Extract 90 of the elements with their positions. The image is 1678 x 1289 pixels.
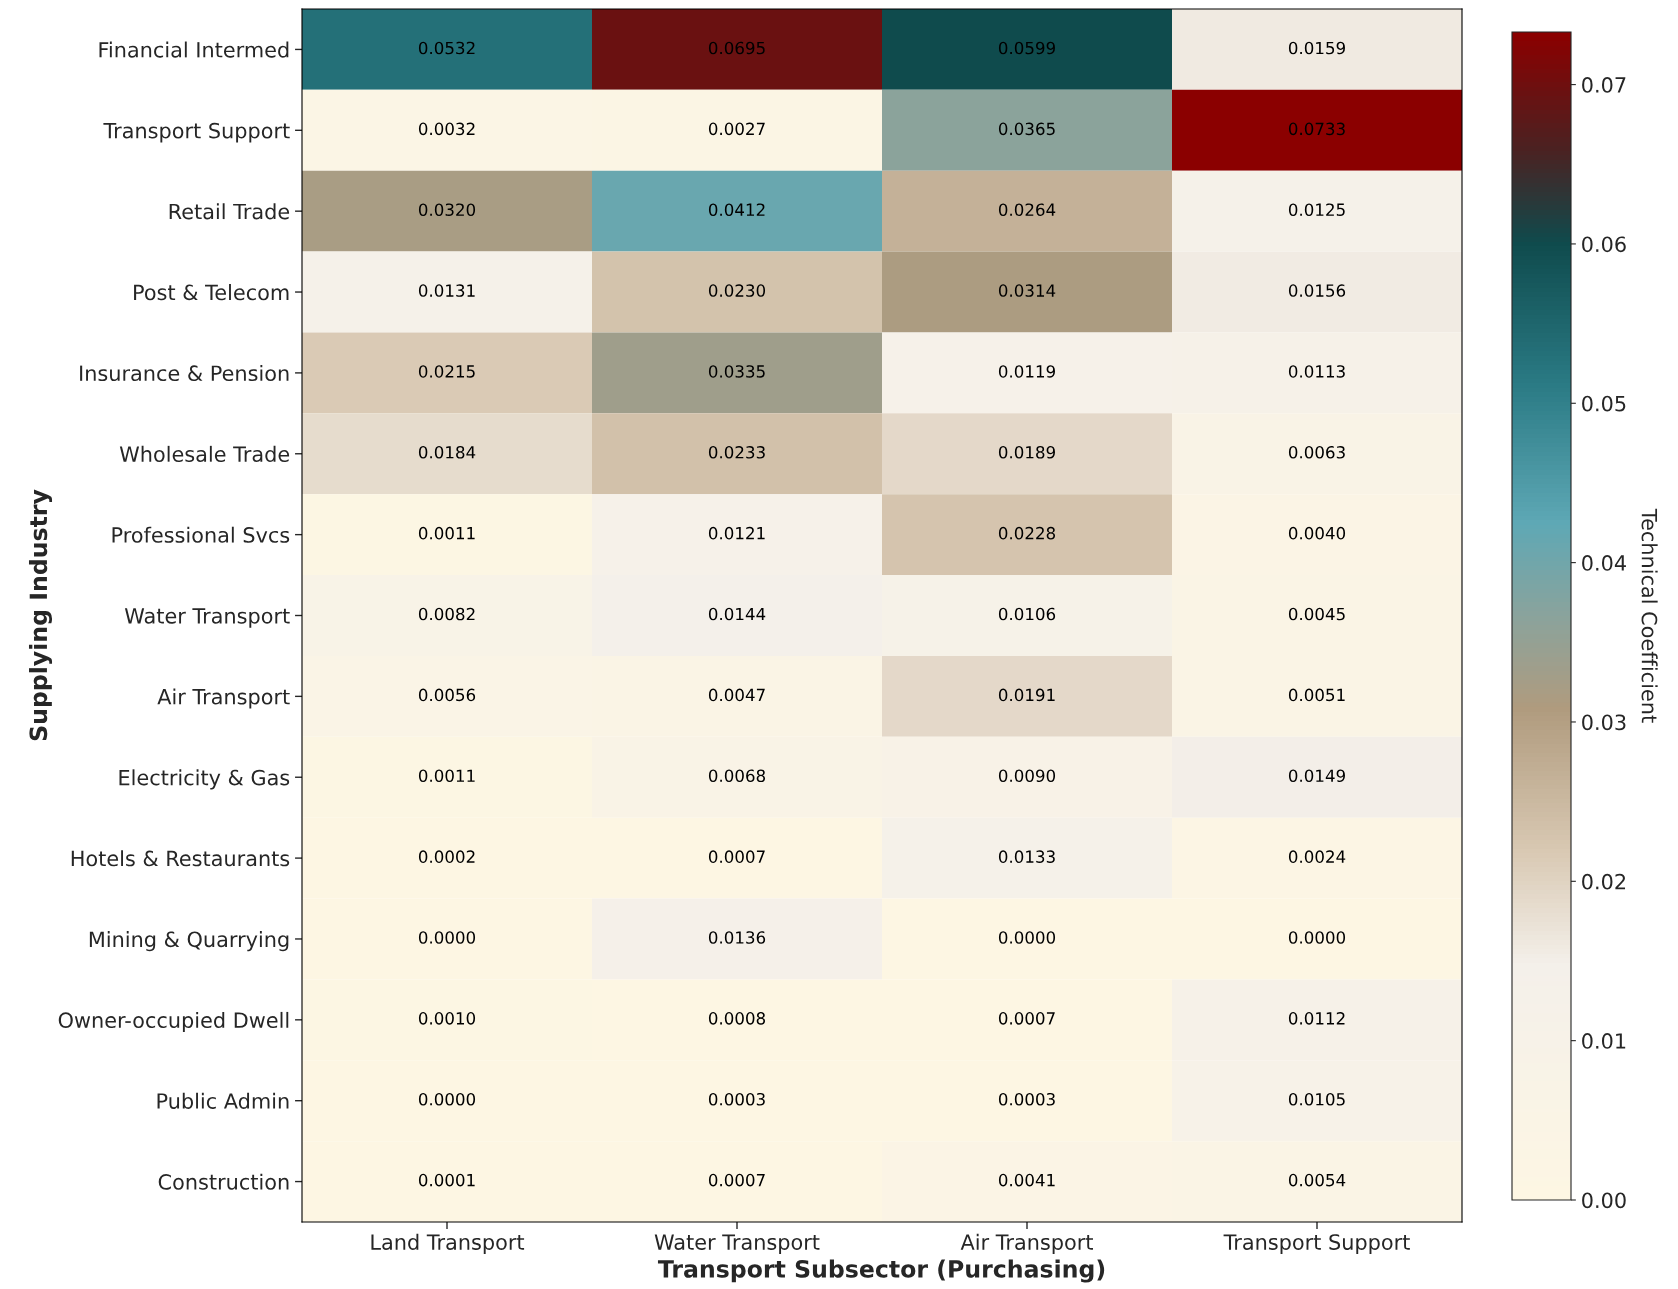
data-label: 0.0119 — [998, 365, 1055, 378]
data-label: 0.0133 — [998, 850, 1055, 863]
data-label: 0.0733 — [1288, 122, 1345, 136]
y-tick-label: Owner-occupied Dwell — [58, 1011, 289, 1033]
color-bar-label: 0.05 — [1582, 395, 1626, 412]
y-tick-label: Air Transport — [157, 688, 290, 709]
data-label: 0.0532 — [418, 41, 475, 55]
data-label: 0.0068 — [708, 769, 766, 783]
data-label: 0.0001 — [418, 1173, 475, 1187]
data-label: 0.0599 — [998, 41, 1055, 55]
color-bar-title: Technical Coefficient — [1641, 508, 1658, 723]
data-label: 0.0189 — [998, 446, 1055, 459]
color-bar-label: 0.07 — [1582, 77, 1626, 93]
data-label: 0.0032 — [418, 122, 475, 136]
data-label: 0.0040 — [1288, 526, 1346, 540]
data-label: 0.0335 — [708, 365, 765, 378]
color-bar-label: 0.06 — [1582, 236, 1626, 253]
data-label: 0.0027 — [708, 122, 765, 136]
x-tick-label: Air Transport — [960, 1233, 1093, 1254]
data-label: 0.0000 — [418, 1092, 476, 1106]
color-bar-label: 0.02 — [1582, 873, 1626, 890]
data-label: 0.0144 — [708, 607, 766, 621]
data-label: 0.0000 — [998, 931, 1056, 944]
y-tick-label: Financial Intermed — [99, 41, 289, 58]
y-tick-label: Transport Support — [103, 122, 290, 143]
data-label: 0.0131 — [418, 284, 475, 297]
x-tick-label: Transport Support — [1223, 1234, 1410, 1254]
y-tick-label: Construction — [158, 1173, 289, 1190]
data-label: 0.0112 — [1288, 1012, 1345, 1025]
y-tick-label: Public Admin — [157, 1092, 289, 1109]
data-label: 0.0191 — [998, 688, 1055, 702]
data-label: 0.0090 — [998, 769, 1056, 783]
y-tick-label: Hotels & Restaurants — [71, 850, 290, 867]
data-label: 0.0063 — [1288, 446, 1345, 459]
data-label: 0.0233 — [708, 446, 765, 459]
x-tick-label: Water Transport — [654, 1234, 820, 1254]
data-label: 0.0082 — [418, 607, 475, 621]
data-label: 0.0105 — [1288, 1092, 1345, 1106]
data-label: 0.0047 — [708, 688, 765, 702]
data-label: 0.0003 — [708, 1092, 765, 1106]
y-tick-label: Professional Svcs — [112, 526, 290, 543]
data-label: 0.0264 — [998, 203, 1056, 216]
data-label: 0.0156 — [1288, 284, 1346, 297]
data-label: 0.0412 — [708, 203, 765, 216]
y-axis-title: Supplying Industry — [28, 489, 53, 741]
color-bar-label: 0.01 — [1582, 1033, 1626, 1049]
data-label: 0.0008 — [708, 1012, 766, 1025]
data-label: 0.0149 — [1288, 769, 1345, 783]
data-label: 0.0215 — [418, 365, 475, 378]
y-tick-label: Water Transport — [124, 608, 290, 628]
data-label: 0.0051 — [1288, 688, 1345, 702]
data-label: 0.0041 — [998, 1173, 1055, 1187]
x-axis-title: Transport Subsector (Purchasing) — [657, 1259, 1105, 1283]
y-tick-label: Electricity & Gas — [119, 769, 290, 790]
data-label: 0.0007 — [708, 1173, 765, 1187]
data-label: 0.0010 — [418, 1012, 476, 1025]
data-label: 0.0365 — [998, 122, 1055, 136]
data-label: 0.0314 — [998, 284, 1056, 297]
y-tick-label: Wholesale Trade — [119, 445, 290, 462]
data-label: 0.0000 — [1288, 931, 1346, 944]
data-label: 0.0002 — [418, 850, 475, 863]
y-tick-label: Insurance & Pension — [80, 364, 289, 382]
data-label: 0.0136 — [708, 931, 766, 944]
data-label: 0.0320 — [418, 203, 476, 216]
y-tick-label: Retail Trade — [169, 203, 290, 220]
color-bar-label: 0.03 — [1582, 714, 1626, 731]
data-label: 0.0056 — [418, 688, 476, 702]
y-tick-label: Mining & Quarrying — [89, 931, 289, 952]
data-label: 0.0121 — [708, 526, 765, 540]
data-label: 0.0113 — [1288, 365, 1345, 378]
color-bar-label: 0.00 — [1582, 1192, 1626, 1209]
data-label: 0.0045 — [1288, 607, 1345, 621]
data-label: 0.0000 — [418, 931, 476, 944]
data-label: 0.0228 — [998, 526, 1056, 540]
data-label: 0.0106 — [998, 607, 1056, 621]
color-bar-label: 0.04 — [1582, 555, 1626, 571]
data-label: 0.0007 — [998, 1012, 1055, 1025]
data-label: 0.0125 — [1288, 203, 1345, 216]
data-label: 0.0011 — [418, 526, 475, 540]
data-label: 0.0695 — [708, 41, 765, 55]
data-label: 0.0230 — [708, 284, 766, 297]
data-label: 0.0007 — [708, 850, 765, 863]
data-label: 0.0003 — [998, 1092, 1055, 1106]
x-tick-label: Land Transport — [371, 1233, 525, 1254]
data-label: 0.0054 — [1288, 1173, 1346, 1187]
data-label: 0.0159 — [1288, 41, 1345, 55]
data-label: 0.0184 — [418, 446, 476, 459]
data-label: 0.0011 — [418, 769, 475, 783]
data-label: 0.0024 — [1288, 850, 1346, 863]
y-tick-label: Post & Telecom — [134, 284, 289, 301]
